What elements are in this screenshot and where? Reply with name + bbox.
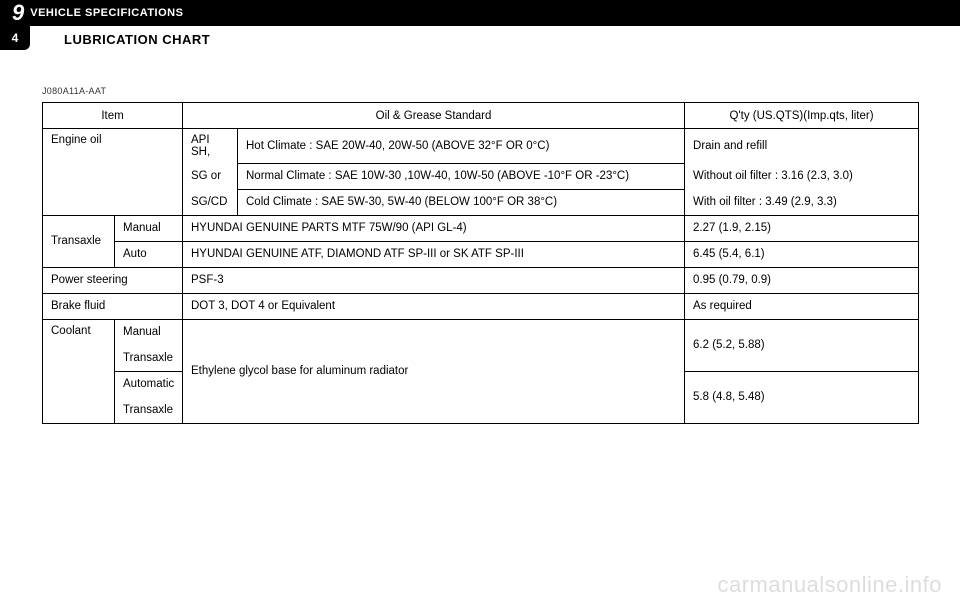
api-3: SG/CD — [183, 189, 238, 215]
transaxle-auto-row: Auto HYUNDAI GENUINE ATF, DIAMOND ATF SP… — [43, 241, 919, 267]
coolant-label: Coolant — [43, 319, 115, 423]
coolant-std: Ethylene glycol base for aluminum radiat… — [183, 319, 685, 423]
engine-oil-row-1: Engine oil API SH, Hot Climate : SAE 20W… — [43, 129, 919, 164]
doc-code: J080A11A-AAT — [42, 86, 106, 96]
coolant-row-1: Coolant Manual Ethylene glycol base for … — [43, 319, 919, 345]
chapter-title: VEHICLE SPECIFICATIONS — [30, 7, 183, 19]
engine-oil-cold: Cold Climate : SAE 5W-30, 5W-40 (BELOW 1… — [238, 189, 685, 215]
lubrication-table: Item Oil & Grease Standard Q'ty (US.QTS)… — [42, 102, 918, 424]
brake-fluid-label: Brake fluid — [43, 293, 183, 319]
coolant-qty-a: 5.8 (4.8, 5.48) — [685, 371, 919, 423]
brake-fluid-row: Brake fluid DOT 3, DOT 4 or Equivalent A… — [43, 293, 919, 319]
power-steering-label: Power steering — [43, 267, 183, 293]
header-bar: 9 VEHICLE SPECIFICATIONS — [0, 0, 960, 26]
hdr-qty: Q'ty (US.QTS)(Imp.qts, liter) — [685, 103, 919, 129]
engine-oil-q1: Drain and refill — [685, 129, 919, 164]
brake-fluid-std: DOT 3, DOT 4 or Equivalent — [183, 293, 685, 319]
engine-oil-normal: Normal Climate : SAE 10W-30 ,10W-40, 10W… — [238, 163, 685, 189]
power-steering-std: PSF-3 — [183, 267, 685, 293]
coolant-manual-2: Transaxle — [115, 345, 183, 371]
transaxle-manual-qty: 2.27 (1.9, 2.15) — [685, 215, 919, 241]
engine-oil-label: Engine oil — [43, 129, 183, 216]
transaxle-manual-row: Transaxle Manual HYUNDAI GENUINE PARTS M… — [43, 215, 919, 241]
engine-oil-q3: With oil filter : 3.49 (2.9, 3.3) — [685, 189, 919, 215]
coolant-auto-2: Transaxle — [115, 397, 183, 423]
transaxle-auto-qty: 6.45 (5.4, 6.1) — [685, 241, 919, 267]
table-header-row: Item Oil & Grease Standard Q'ty (US.QTS)… — [43, 103, 919, 129]
power-steering-qty: 0.95 (0.79, 0.9) — [685, 267, 919, 293]
section-title: LUBRICATION CHART — [64, 32, 210, 47]
page-number: 4 — [0, 26, 30, 50]
section-tab: LUBRICATION CHART — [40, 26, 234, 56]
hdr-standard: Oil & Grease Standard — [183, 103, 685, 129]
transaxle-manual-label: Manual — [115, 215, 183, 241]
api-2: SG or — [183, 163, 238, 189]
coolant-manual-1: Manual — [115, 319, 183, 345]
watermark: carmanualsonline.info — [717, 572, 942, 598]
transaxle-manual-std: HYUNDAI GENUINE PARTS MTF 75W/90 (API GL… — [183, 215, 685, 241]
engine-oil-q2: Without oil filter : 3.16 (2.3, 3.0) — [685, 163, 919, 189]
coolant-qty-m: 6.2 (5.2, 5.88) — [685, 319, 919, 371]
transaxle-auto-std: HYUNDAI GENUINE ATF, DIAMOND ATF SP-III … — [183, 241, 685, 267]
power-steering-row: Power steering PSF-3 0.95 (0.79, 0.9) — [43, 267, 919, 293]
engine-oil-hot: Hot Climate : SAE 20W-40, 20W-50 (ABOVE … — [238, 129, 685, 164]
transaxle-auto-label: Auto — [115, 241, 183, 267]
api-1: API SH, — [183, 129, 238, 164]
transaxle-label: Transaxle — [43, 215, 115, 267]
coolant-auto-1: Automatic — [115, 371, 183, 397]
chapter-number: 9 — [12, 0, 24, 26]
hdr-item: Item — [43, 103, 183, 129]
brake-fluid-qty: As required — [685, 293, 919, 319]
